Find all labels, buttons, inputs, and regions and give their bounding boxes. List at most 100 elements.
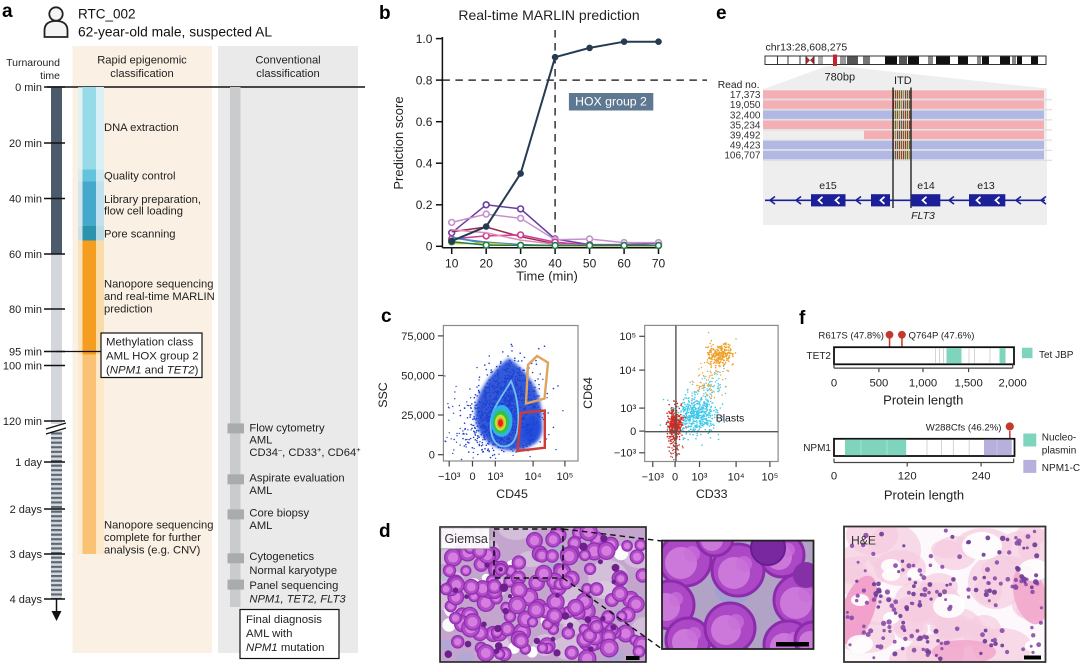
svg-text:17,373: 17,373 [730,90,761,101]
svg-text:AML with: AML with [246,628,292,640]
svg-text:10³: 10³ [620,403,636,415]
svg-text:plasmin: plasmin [1042,446,1076,457]
svg-text:Q764P (47.6%): Q764P (47.6%) [909,331,975,342]
svg-text:and real-time MARLIN: and real-time MARLIN [104,291,215,303]
svg-text:ITD: ITD [894,75,912,87]
svg-text:40 min: 40 min [9,193,42,205]
svg-text:CD45: CD45 [496,487,528,501]
svg-text:Nanopore sequencing: Nanopore sequencing [104,279,213,291]
svg-text:10³: 10³ [692,472,708,484]
svg-text:120: 120 [898,471,917,483]
svg-text:Rapid epigenomic: Rapid epigenomic [97,55,187,67]
svg-text:Real-time MARLIN prediction: Real-time MARLIN prediction [458,7,639,23]
svg-text:1,500: 1,500 [954,378,982,390]
svg-text:1,000: 1,000 [909,378,937,390]
svg-text:Giemsa: Giemsa [445,532,488,546]
svg-text:chr13:28,608,275: chr13:28,608,275 [766,42,848,54]
svg-text:Flow cytometry: Flow cytometry [249,423,325,435]
svg-text:b: b [379,3,391,24]
svg-text:Tet JBP: Tet JBP [1039,350,1074,361]
svg-text:Panel sequencing: Panel sequencing [249,580,338,592]
svg-text:Nucleo-: Nucleo- [1042,433,1076,444]
svg-text:Library preparation,: Library preparation, [104,194,201,206]
svg-text:80 min: 80 min [9,304,42,316]
svg-text:classification: classification [256,68,319,80]
svg-text:Cytogenetics: Cytogenetics [249,551,314,563]
svg-text:AML HOX group 2: AML HOX group 2 [106,351,199,363]
svg-text:e14: e14 [917,180,935,192]
svg-text:e: e [716,3,727,24]
svg-text:40: 40 [548,257,562,271]
svg-text:32,400: 32,400 [730,110,761,121]
svg-text:c: c [381,306,392,327]
svg-text:AML: AML [249,520,272,532]
svg-text:70: 70 [652,257,666,271]
svg-text:f: f [799,308,806,329]
svg-text:W288Cfs (46.2%): W288Cfs (46.2%) [926,423,1002,434]
svg-text:10⁴: 10⁴ [525,471,542,483]
svg-text:0: 0 [630,426,636,438]
svg-text:−10³: −10³ [438,471,461,483]
svg-text:50: 50 [583,257,597,271]
svg-text:0: 0 [426,240,433,254]
svg-text:60 min: 60 min [9,249,42,261]
svg-text:DNA extraction: DNA extraction [104,122,179,134]
svg-text:time: time [40,70,60,82]
svg-text:CD33: CD33 [696,487,728,501]
svg-text:4 days: 4 days [10,594,43,606]
svg-text:25,000: 25,000 [401,410,435,422]
svg-text:10⁴: 10⁴ [728,472,745,484]
svg-text:NPM1-C: NPM1-C [1042,463,1080,474]
svg-text:FLT3: FLT3 [911,210,935,222]
svg-text:0.2: 0.2 [416,198,433,212]
svg-text:10: 10 [445,257,459,271]
svg-text:20 min: 20 min [9,138,42,150]
svg-text:0: 0 [831,471,837,483]
svg-text:0: 0 [672,472,678,484]
svg-text:CD34–, CD33+, CD64+: CD34–, CD33+, CD64+ [249,445,361,459]
svg-text:e15: e15 [819,180,837,192]
svg-text:0.8: 0.8 [416,73,433,87]
svg-text:d: d [379,521,391,542]
svg-text:NPM1: NPM1 [803,443,831,454]
svg-text:Blasts: Blasts [716,413,745,425]
svg-text:20: 20 [480,257,494,271]
svg-text:10⁵: 10⁵ [619,331,636,343]
svg-text:2 days: 2 days [10,504,43,516]
svg-text:Pore scanning: Pore scanning [104,229,176,241]
svg-text:0.6: 0.6 [416,115,433,129]
svg-text:0: 0 [831,378,837,390]
svg-text:50,000: 50,000 [401,370,435,382]
svg-text:10⁵: 10⁵ [762,472,779,484]
svg-text:flow cell loading: flow cell loading [104,206,183,218]
svg-text:10⁴: 10⁴ [619,365,636,377]
svg-text:49,423: 49,423 [730,141,761,152]
svg-text:2,000: 2,000 [999,378,1027,390]
svg-text:NPM1 mutation: NPM1 mutation [246,642,325,654]
svg-text:10³: 10³ [487,471,503,483]
svg-text:Core biopsy: Core biopsy [249,508,309,520]
svg-text:SSC: SSC [376,382,390,408]
svg-text:(NPM1 and TET2): (NPM1 and TET2) [106,365,199,377]
svg-text:35,234: 35,234 [730,120,761,131]
svg-text:CD64: CD64 [581,377,595,409]
svg-text:Read no.: Read no. [718,80,760,91]
svg-text:Time (min): Time (min) [516,269,578,284]
svg-text:AML: AML [249,485,272,497]
svg-text:1.0: 1.0 [416,32,433,46]
svg-text:NPM1, TET2, FLT3: NPM1, TET2, FLT3 [249,594,346,606]
svg-text:120 min: 120 min [3,416,42,428]
svg-text:H&E: H&E [851,534,876,548]
svg-text:75,000: 75,000 [401,331,435,343]
svg-text:Protein length: Protein length [884,488,964,503]
svg-text:1 day: 1 day [15,457,42,469]
svg-text:0.4: 0.4 [416,157,433,171]
svg-text:95 min: 95 min [9,346,42,358]
svg-text:TET2: TET2 [807,351,832,362]
svg-text:e13: e13 [977,180,995,192]
svg-text:Methylation class: Methylation class [106,337,194,349]
svg-text:62-year-old male, suspected AL: 62-year-old male, suspected AL [78,25,272,40]
svg-text:classification: classification [110,68,173,80]
svg-text:780bp: 780bp [825,72,856,84]
svg-text:Aspirate evaluation: Aspirate evaluation [249,473,344,485]
